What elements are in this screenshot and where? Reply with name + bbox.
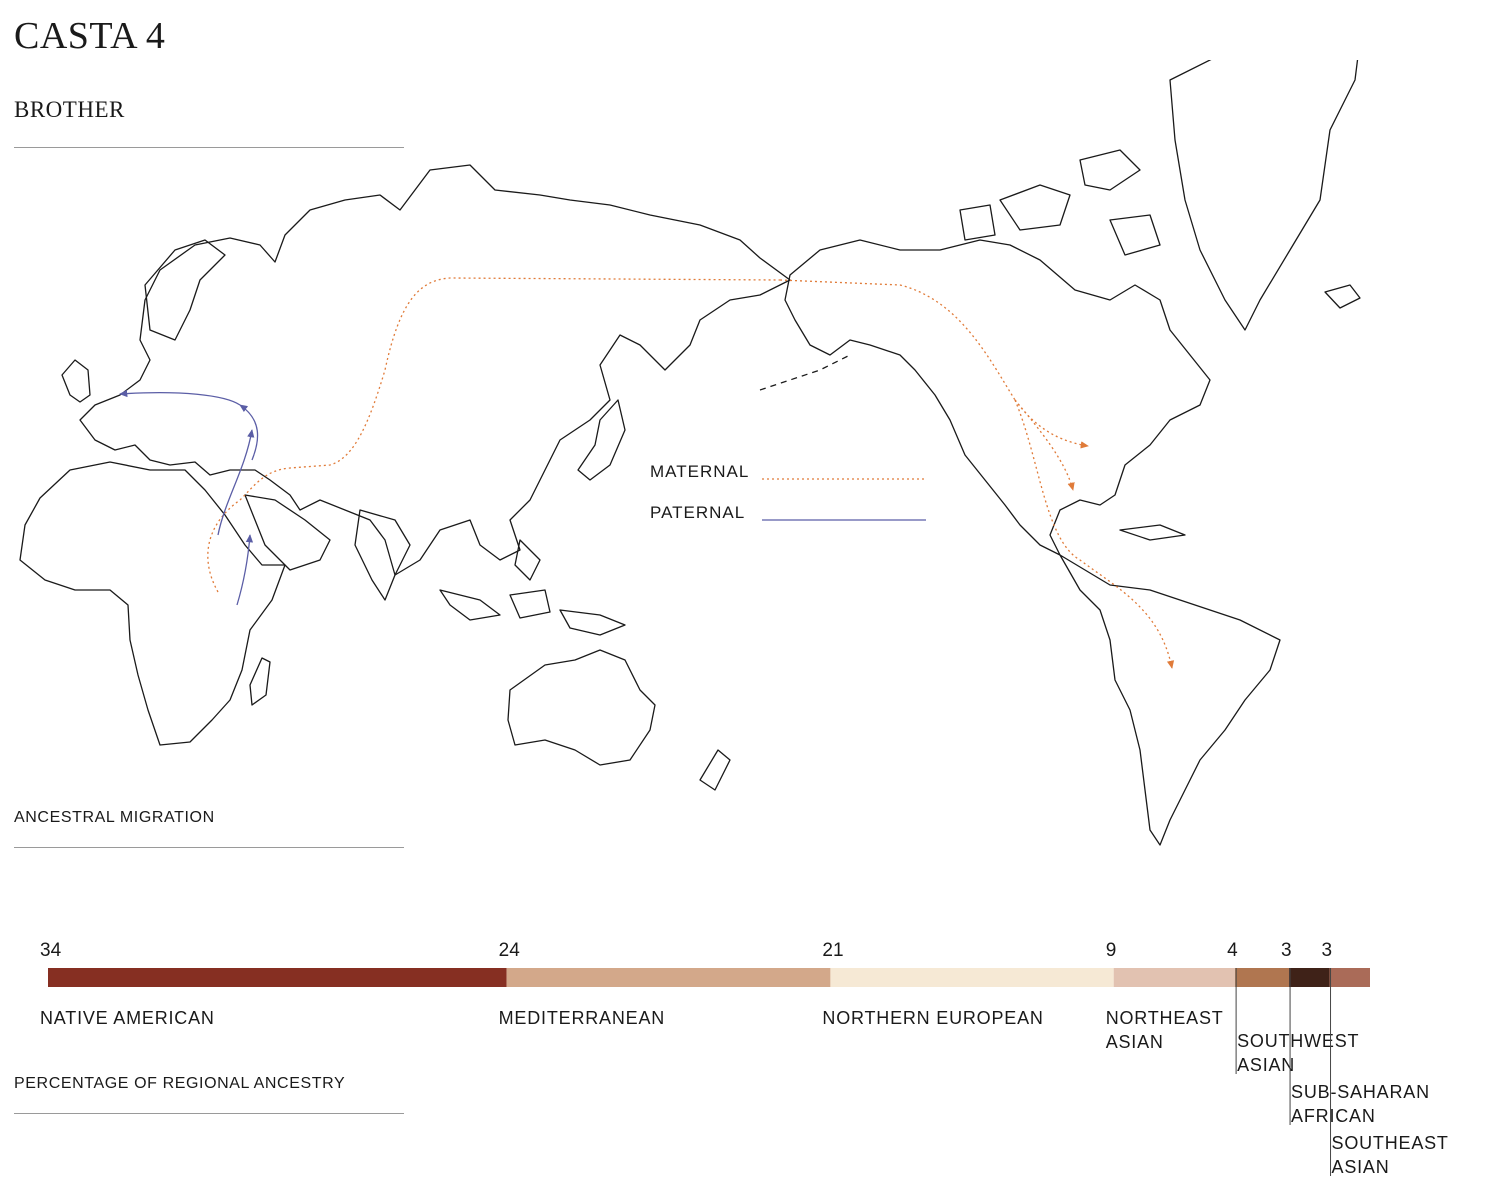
scandinavia-landmass (144, 239, 226, 341)
bar-value-label-2: 21 (822, 940, 843, 961)
caribbean-islands (1119, 524, 1186, 541)
bar-value-label-3: 9 (1106, 940, 1117, 961)
bar-category-label-4-line-0: SOUTHWEST (1237, 1031, 1359, 1051)
bar-value-label-0: 34 (40, 940, 62, 961)
world-map (19, 60, 1361, 846)
chart-divider (14, 1113, 404, 1114)
bar-category-label-0-line-0: NATIVE AMERICAN (40, 1008, 215, 1028)
paternal-route-caucasus (239, 404, 259, 461)
page-subtitle: BROTHER (14, 97, 125, 122)
paternal-route-europe (119, 389, 241, 406)
legend-paternal-label: PATERNAL (650, 503, 746, 522)
bar-category-label-1-line-0: MEDITERRANEAN (499, 1008, 665, 1028)
arabia-landmass (244, 494, 331, 571)
bar-category-label-3-line-1: ASIAN (1106, 1032, 1164, 1052)
greenland-landmass (1169, 60, 1359, 331)
new-zealand-landmass (699, 749, 731, 791)
maternal-route-central (1014, 399, 1175, 669)
bar-segment-0 (48, 968, 507, 987)
bar-category-label-2-line-0: NORTHERN EUROPEAN (822, 1008, 1043, 1028)
bar-category-label-3-line-0: NORTHEAST (1106, 1008, 1224, 1028)
header-divider (14, 147, 404, 148)
legend-maternal-label: MATERNAL (650, 462, 750, 481)
north-america-landmass (784, 239, 1211, 556)
bar-segment-5 (1289, 968, 1330, 987)
bar-category-label-6-line-1: ASIAN (1332, 1157, 1390, 1177)
bar-segment-4 (1235, 968, 1290, 987)
maternal-route-pacific (779, 279, 1016, 401)
bar-category-label-5-line-0: SUB-SAHARAN (1291, 1082, 1430, 1102)
bar-segment-6 (1329, 968, 1370, 987)
aleutian-islands (759, 354, 851, 391)
madagascar-landmass (249, 657, 271, 706)
bar-category-label-4-line-1: ASIAN (1237, 1055, 1295, 1075)
bar-value-label-5: 3 (1281, 940, 1292, 961)
africa-landmass (19, 461, 286, 746)
chart-section-label: PERCENTAGE OF REGIONAL ANCESTRY (14, 1075, 346, 1092)
eurasia-landmass (79, 164, 791, 576)
bar-category-label-5-line-1: AFRICAN (1291, 1106, 1376, 1126)
bar-value-label-4: 4 (1227, 940, 1238, 961)
maternal-route-gulf (1014, 399, 1075, 491)
arctic-islands (959, 149, 1161, 256)
bar-value-label-1: 24 (499, 940, 521, 961)
bar-segment-3 (1113, 968, 1236, 987)
south-america-landmass (1059, 554, 1281, 846)
bar-segment-2 (830, 968, 1114, 987)
japan-landmass (577, 399, 626, 481)
australia-landmass (507, 649, 656, 766)
page-title: CASTA 4 (14, 15, 166, 57)
india-landmass (354, 509, 411, 601)
iceland-landmass (1324, 284, 1361, 309)
maternal-route-great-lakes (1014, 399, 1089, 449)
map-section-label: ANCESTRAL MIGRATION (14, 809, 215, 826)
maternal-route-origin (207, 277, 781, 593)
bar-value-label-6: 3 (1322, 940, 1333, 961)
sea-islands (439, 539, 626, 636)
paternal-route-levant (217, 429, 255, 536)
map-divider (14, 847, 404, 848)
bar-segment-1 (506, 968, 831, 987)
british-isles-landmass (61, 359, 91, 403)
bar-category-label-6-line-0: SOUTHEAST (1332, 1133, 1449, 1153)
paternal-route-east-africa (236, 534, 254, 606)
